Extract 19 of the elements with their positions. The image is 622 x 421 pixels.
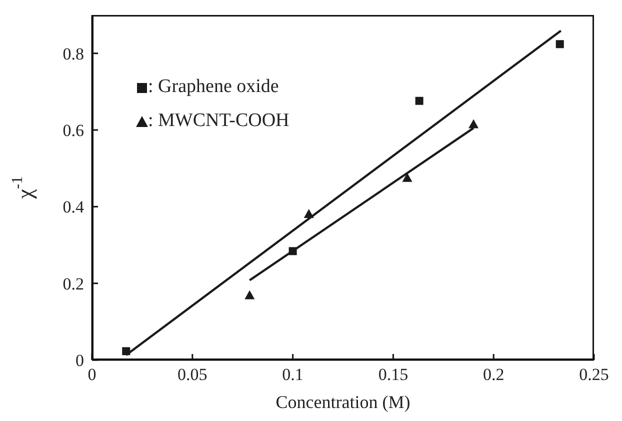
point [415,96,424,105]
legend-label: : MWCNT-COOH [148,110,290,131]
y-tick-label: 0.2 [62,274,84,294]
x-tick-label: 0.2 [482,365,504,384]
y-tick-label: 0.6 [62,121,84,140]
x-axis-title: Concentration (M) [276,392,410,412]
x-tick-label: 0.15 [378,365,408,384]
point [244,290,255,300]
x-tick-label: 0.25 [579,365,609,384]
legend-label: : Graphene oxide [148,76,279,97]
y-tick-label: 0.8 [62,44,84,64]
y-tick-label: 0.4 [62,198,84,217]
point [402,172,412,182]
point [556,40,564,48]
x-tick-label: 0.1 [282,365,304,384]
x-tick-label: 0.05 [178,365,208,384]
point [468,119,479,128]
x-tick-label: 0 [88,365,96,384]
y-tick-label: 0 [76,351,84,370]
